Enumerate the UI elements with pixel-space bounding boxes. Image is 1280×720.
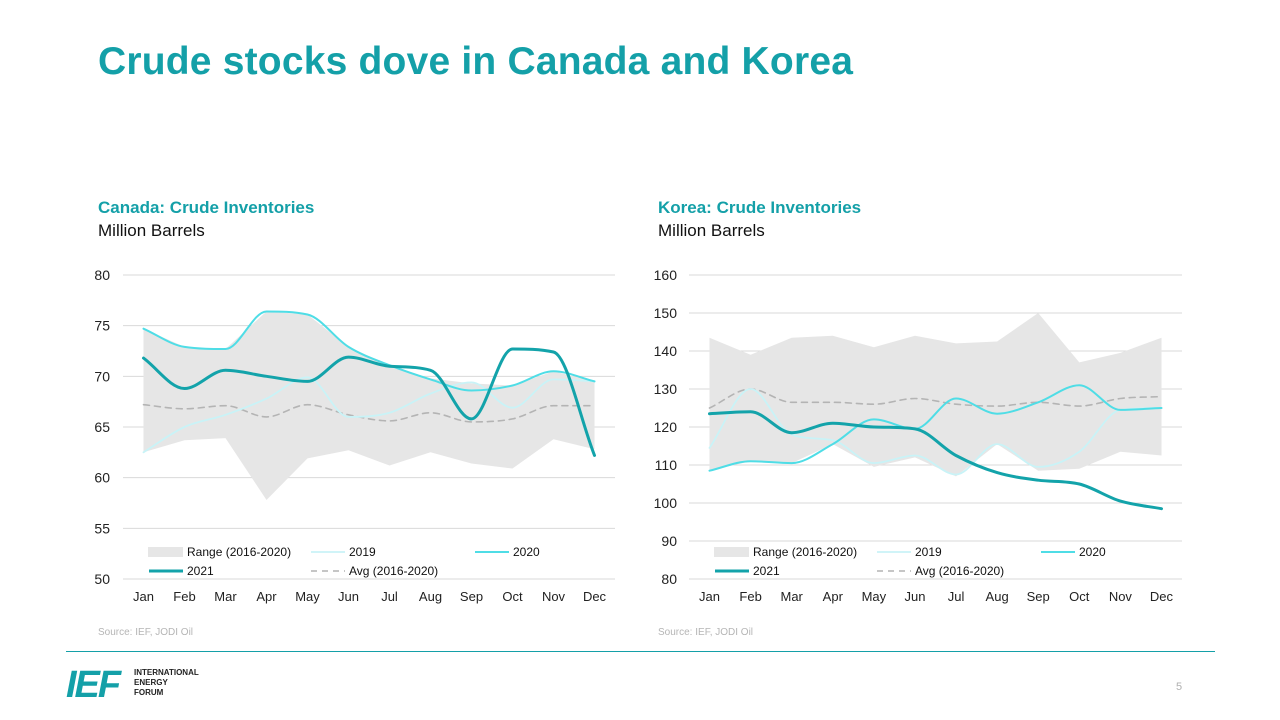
korea-series-2019-line [708, 388, 1163, 476]
canada-x-tick-label: Jul [381, 589, 398, 604]
korea-y-tick-label: 130 [654, 381, 678, 397]
canada-x-tick-label: Jan [133, 589, 154, 604]
page-number: 5 [1176, 681, 1183, 693]
canada-x-tick-label: Nov [542, 589, 566, 604]
korea-y-tick-label: 110 [655, 457, 678, 473]
korea-legend-label: 2021 [753, 564, 780, 578]
canada-x-tick-label: Dec [583, 589, 607, 604]
korea-y-tick-label: 140 [654, 343, 678, 359]
korea-x-tick-label: Mar [781, 589, 804, 604]
canada-x-tick-label: Feb [173, 589, 195, 604]
canada-series-2020-line [142, 310, 596, 392]
ief-logo-mark: IEF [66, 664, 121, 706]
canada-y-tick-label: 70 [94, 368, 110, 384]
canada-y-tick-label: 55 [94, 520, 110, 536]
canada-x-tick-label: Jun [338, 589, 359, 604]
canada-y-tick-label: 75 [94, 318, 110, 334]
korea-x-tick-label: Aug [986, 589, 1009, 604]
korea-range-band [709, 313, 1162, 477]
canada-series-avg-line [142, 403, 596, 423]
canada-crude-inventories-chart: 50 55 60 65 70 75 80 Jan Feb Mar Apr May Jun Jul Aug Se… [94, 267, 615, 604]
korea-legend-label: 2020 [1079, 545, 1106, 559]
korea-chart-subtitle: Million Barrels [658, 221, 765, 240]
logo-line: INTERNATIONAL [134, 668, 199, 677]
logo-line: FORUM [134, 688, 164, 697]
korea-y-tick-label: 100 [654, 495, 678, 511]
canada-legend-label: 2019 [349, 545, 376, 559]
korea-y-tick-label: 80 [661, 571, 677, 587]
canada-legend-label: 2021 [187, 564, 214, 578]
canada-source-note: Source: IEF, JODI Oil [98, 627, 194, 638]
korea-source-note: Source: IEF, JODI Oil [658, 627, 754, 638]
korea-x-tick-label: Sep [1027, 589, 1050, 604]
korea-x-tick-label: Apr [823, 589, 844, 604]
canada-legend-label: 2020 [513, 545, 540, 559]
canada-x-tick-label: Oct [502, 589, 523, 604]
korea-y-tick-label: 90 [661, 533, 677, 549]
korea-series-2020-line [708, 384, 1163, 472]
korea-y-tick-label: 150 [654, 305, 678, 321]
korea-x-tick-label: May [862, 589, 887, 604]
ief-logo-text: INTERNATIONAL ENERGY FORUM [134, 668, 199, 698]
canada-legend-label: Range (2016-2020) [187, 545, 291, 559]
korea-x-tick-label: Feb [739, 589, 761, 604]
korea-series-avg-line [708, 388, 1163, 409]
korea-legend-label: Range (2016-2020) [753, 545, 857, 559]
korea-chart-title: Korea: Crude Inventories [658, 198, 862, 217]
korea-x-tick-label: Jan [699, 589, 720, 604]
canada-chart-title: Canada: Crude Inventories [98, 198, 315, 217]
canada-chart-subtitle: Million Barrels [98, 221, 205, 240]
korea-legend-label: 2019 [915, 545, 942, 559]
korea-legend-label: Avg (2016-2020) [915, 564, 1004, 578]
slide-title: Crude stocks dove in Canada and Korea [98, 40, 854, 83]
korea-x-tick-label: Jul [948, 589, 965, 604]
canada-y-tick-label: 80 [94, 267, 110, 283]
canada-y-tick-label: 50 [94, 571, 110, 587]
canada-x-tick-label: May [295, 589, 320, 604]
footer-divider [66, 651, 1215, 652]
canada-legend-label: Avg (2016-2020) [349, 564, 438, 578]
canada-series-2019-line [142, 376, 596, 454]
logo-line: ENERGY [134, 678, 168, 687]
korea-x-tick-label: Oct [1069, 589, 1090, 604]
korea-legend-swatch-range [714, 547, 749, 557]
korea-x-tick-label: Dec [1150, 589, 1174, 604]
korea-y-tick-label: 160 [654, 267, 678, 283]
korea-x-tick-label: Jun [904, 589, 925, 604]
canada-legend-swatch-range [148, 547, 183, 557]
korea-y-tick-label: 120 [654, 419, 678, 435]
canada-range-band [143, 311, 595, 500]
canada-x-tick-label: Aug [419, 589, 442, 604]
canada-y-tick-label: 60 [94, 470, 110, 486]
korea-series-2021-line [708, 410, 1163, 511]
canada-x-tick-label: Apr [256, 589, 277, 604]
korea-x-tick-label: Nov [1109, 589, 1133, 604]
canada-x-tick-label: Mar [214, 589, 237, 604]
canada-y-tick-label: 65 [94, 419, 110, 435]
canada-series-2021-line [142, 347, 596, 457]
canada-x-tick-label: Sep [460, 589, 483, 604]
